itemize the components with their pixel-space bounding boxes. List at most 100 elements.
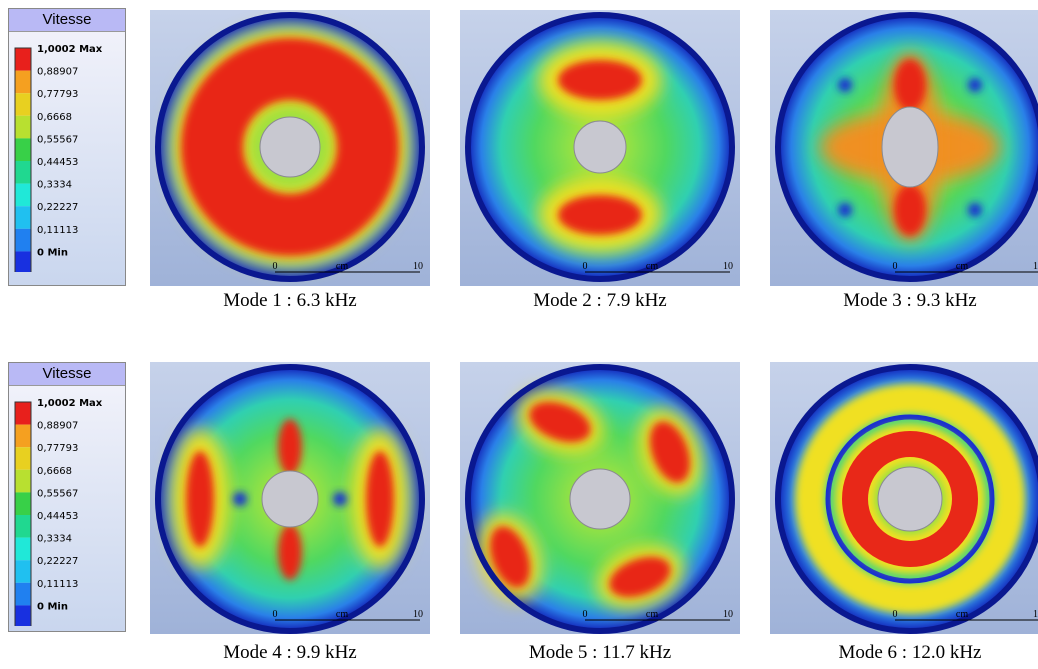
legend-swatch <box>15 161 31 184</box>
legend-label: 0,44453 <box>37 511 78 522</box>
legend-swatch <box>15 402 31 425</box>
caption: Mode 4 : 9.9 kHz <box>140 642 440 664</box>
node <box>838 78 852 92</box>
legend-label: 0,77793 <box>37 443 78 454</box>
node <box>333 492 347 506</box>
scale-label: 0 <box>583 609 588 620</box>
legend-label: 0,88907 <box>37 421 78 432</box>
legend-label: 0,11113 <box>37 225 78 236</box>
scale-label: 0 <box>273 261 278 272</box>
scale-label: cm <box>336 261 348 272</box>
legend-swatch <box>15 71 31 94</box>
node <box>968 78 982 92</box>
mode-image: 0 cm 10 <box>770 10 1038 286</box>
hot-spot <box>278 419 302 475</box>
hot-spot <box>894 184 926 236</box>
scale-label: 0 <box>273 609 278 620</box>
hole <box>574 121 626 173</box>
mode-panel: 0 cm 10 <box>150 10 430 286</box>
legend-label: 0,44453 <box>37 157 78 168</box>
legend-swatch <box>15 138 31 161</box>
scale-label: 0 <box>893 609 898 620</box>
legend-swatch <box>15 184 31 207</box>
hole <box>260 117 320 177</box>
caption: Mode 3 : 9.3 kHz <box>760 290 1038 312</box>
scale-label: cm <box>956 609 968 620</box>
legend-label: 0,88907 <box>37 67 78 78</box>
scale-label: cm <box>956 261 968 272</box>
scale-label: 0 <box>893 261 898 272</box>
hole <box>882 107 938 187</box>
legend-swatch <box>15 560 31 583</box>
legend-swatch <box>15 425 31 448</box>
legend-swatch <box>15 93 31 116</box>
legend-swatch <box>15 251 31 272</box>
scale-label: 10 <box>723 261 733 272</box>
caption: Mode 1 : 6.3 kHz <box>140 290 440 312</box>
legend-label: 0,6668 <box>37 466 72 477</box>
scale-label: 10 <box>413 261 423 272</box>
scale-label: 0 <box>583 261 588 272</box>
legend-swatch <box>15 605 31 626</box>
mode-panel: 0 cm 10 <box>460 362 740 634</box>
mode-panel: 0 cm 10 <box>150 362 430 634</box>
legend-label: 1,0002 Max <box>37 44 103 55</box>
legend-label: 0,11113 <box>37 579 78 590</box>
mode-panel: 0 cm 10 <box>770 362 1038 634</box>
legend-label: 0,3334 <box>37 534 72 545</box>
mode-image: 0 cm 10 <box>460 10 740 286</box>
mode-image: 0 cm 10 <box>770 362 1038 634</box>
hot-spot <box>558 195 642 235</box>
legend-label: 0 Min <box>37 247 68 258</box>
legend-label: 0 Min <box>37 601 68 612</box>
legend-swatch <box>15 116 31 139</box>
mode-image: 0 cm 10 <box>460 362 740 634</box>
hole <box>878 467 942 531</box>
legend-swatch <box>15 583 31 606</box>
legend-label: 0,3334 <box>37 180 72 191</box>
hot-spot <box>894 59 926 111</box>
legend-swatch <box>15 447 31 470</box>
mode-panel: 0 cm 10 <box>460 10 740 286</box>
hot-spot <box>278 524 302 580</box>
legend-title: Vitesse <box>9 9 125 32</box>
legend-label: 1,0002 Max <box>37 398 103 409</box>
legend-swatch <box>15 515 31 538</box>
mode-image: 0 cm 10 <box>150 10 430 286</box>
legend-label: 0,77793 <box>37 89 78 100</box>
caption: Mode 2 : 7.9 kHz <box>450 290 750 312</box>
scale-label: cm <box>646 261 658 272</box>
page: Vitesse 1,0002 Max 0,88907 0,77793 0,6668 0,5… <box>0 0 1038 669</box>
hot-spot <box>558 60 642 100</box>
legend-swatch <box>15 538 31 561</box>
legend-label: 0,22227 <box>37 556 78 567</box>
legend-label: 0,55567 <box>37 488 78 499</box>
legend: Vitesse 1,0002 Max 0,88907 0,77793 0,6668 0,5… <box>8 362 126 632</box>
caption: Mode 6 : 12.0 kHz <box>760 642 1038 664</box>
mode-image: 0 cm 10 <box>150 362 430 634</box>
hot-lobe <box>366 451 394 547</box>
legend-scale: 1,0002 Max0,889070,777930,66680,555670,4… <box>9 32 123 272</box>
hot-lobe <box>186 451 214 547</box>
legend-swatch <box>15 206 31 229</box>
hole <box>262 471 318 527</box>
scale-label: 10 <box>723 609 733 620</box>
legend-title: Vitesse <box>9 363 125 386</box>
node <box>968 203 982 217</box>
legend-swatch <box>15 470 31 493</box>
legend-swatch <box>15 492 31 515</box>
scale-label: 10 <box>1033 261 1038 272</box>
node <box>838 203 852 217</box>
scale-label: 10 <box>1033 609 1038 620</box>
legend-swatch <box>15 48 31 71</box>
legend-swatch <box>15 229 31 252</box>
node <box>233 492 247 506</box>
legend-label: 0,6668 <box>37 112 72 123</box>
scale-label: 10 <box>413 609 423 620</box>
scale-label: cm <box>646 609 658 620</box>
scale-label: cm <box>336 609 348 620</box>
hole <box>570 469 630 529</box>
legend-label: 0,22227 <box>37 202 78 213</box>
legend-scale: 1,0002 Max 0,88907 0,77793 0,6668 0,55567 0,4… <box>9 386 123 626</box>
